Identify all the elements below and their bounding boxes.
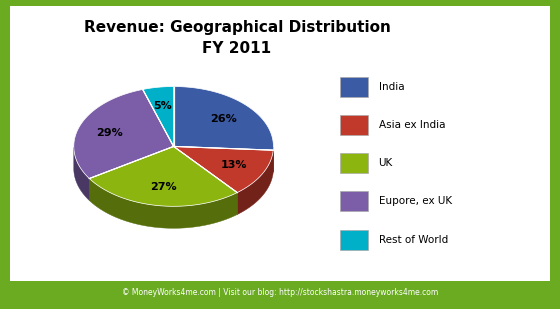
Text: 13%: 13%	[221, 160, 248, 170]
Text: India: India	[379, 82, 404, 92]
Polygon shape	[174, 146, 273, 193]
Text: Asia ex India: Asia ex India	[379, 120, 445, 130]
Bar	[340, 115, 368, 135]
Polygon shape	[143, 87, 174, 146]
Polygon shape	[89, 179, 237, 228]
Bar	[340, 191, 368, 211]
Polygon shape	[237, 150, 273, 214]
Bar	[340, 77, 368, 97]
Polygon shape	[74, 89, 174, 179]
Text: 5%: 5%	[153, 101, 172, 111]
Polygon shape	[89, 146, 237, 206]
Text: 29%: 29%	[96, 128, 123, 138]
Text: 27%: 27%	[150, 182, 176, 192]
Polygon shape	[174, 87, 273, 150]
Text: Eupore, ex UK: Eupore, ex UK	[379, 197, 452, 206]
Text: 26%: 26%	[209, 113, 236, 124]
Text: Revenue: Geographical Distribution
FY 2011: Revenue: Geographical Distribution FY 20…	[83, 20, 390, 56]
Bar	[340, 153, 368, 173]
Polygon shape	[74, 147, 89, 201]
Text: UK: UK	[379, 158, 393, 168]
Text: Rest of World: Rest of World	[379, 235, 448, 244]
Text: © MoneyWorks4me.com | Visit our blog: http://stockshastra.moneyworks4me.com: © MoneyWorks4me.com | Visit our blog: ht…	[122, 287, 438, 297]
Bar	[340, 230, 368, 250]
